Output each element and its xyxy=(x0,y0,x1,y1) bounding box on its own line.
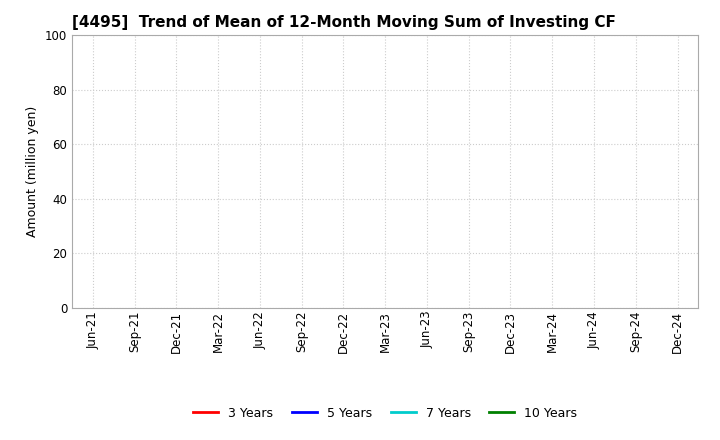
Legend: 3 Years, 5 Years, 7 Years, 10 Years: 3 Years, 5 Years, 7 Years, 10 Years xyxy=(188,402,582,425)
Text: [4495]  Trend of Mean of 12-Month Moving Sum of Investing CF: [4495] Trend of Mean of 12-Month Moving … xyxy=(72,15,616,30)
Y-axis label: Amount (million yen): Amount (million yen) xyxy=(27,106,40,237)
